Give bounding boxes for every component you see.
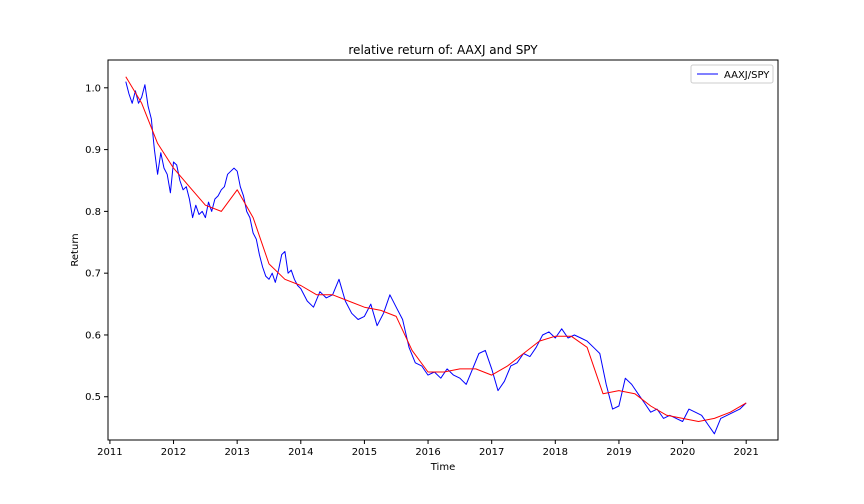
x-tick-label: 2011: [97, 447, 122, 458]
y-tick-label: 0.8: [85, 207, 101, 218]
x-tick-label: 2021: [733, 447, 758, 458]
y-tick-label: 0.7: [85, 269, 101, 280]
x-tick-label: 2019: [606, 447, 631, 458]
y-tick-label: 0.9: [85, 145, 101, 156]
x-tick-label: 2012: [161, 447, 186, 458]
series-layer: [125, 76, 747, 435]
plot-frame: [107, 59, 779, 441]
x-tick-label: 2020: [670, 447, 695, 458]
x-tick-label: 2017: [479, 447, 504, 458]
x-tick-label: 2013: [224, 447, 249, 458]
y-tick-label: 0.6: [85, 330, 101, 341]
y-axis: 0.5 0.6 0.7 0.8 0.9 1.0: [85, 83, 108, 403]
chart-title: relative return of: AAXJ and SPY: [348, 43, 538, 57]
y-tick-label: 1.0: [85, 83, 101, 94]
x-tick-label: 2018: [543, 447, 568, 458]
legend-label-aaxj-spy: AAXJ/SPY: [724, 70, 770, 81]
x-tick-label: 2016: [415, 447, 440, 458]
y-axis-label: Return: [70, 233, 81, 266]
y-tick-label: 0.5: [85, 392, 101, 403]
series-line-aaxj-spy: [125, 81, 747, 435]
legend: AAXJ/SPY: [690, 64, 774, 84]
x-axis-label: Time: [430, 462, 455, 473]
x-tick-label: 2015: [352, 447, 377, 458]
x-axis: 2011 2012 2013 2014 2015 2016 2017 2018 2019 2020…: [97, 440, 759, 458]
legend-box: [690, 64, 774, 84]
series-line-trend: [125, 76, 747, 422]
x-tick-label: 2014: [288, 447, 313, 458]
